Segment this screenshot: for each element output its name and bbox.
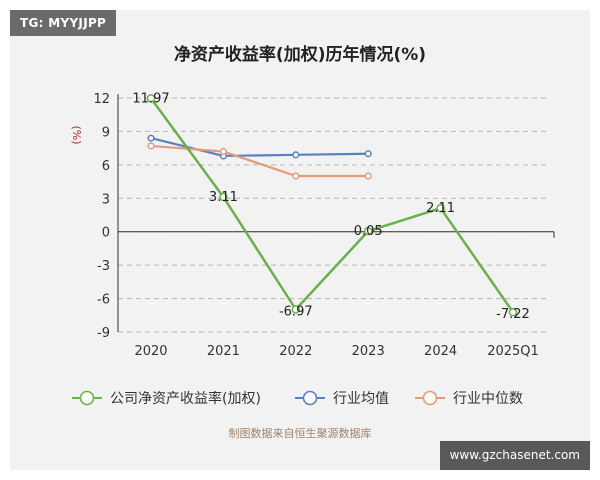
legend-swatch-marker (422, 390, 438, 406)
axes: -9 -6 -3 0 3 6 9 12 2020 2021 2022 2023 2024 2025Q1 (93, 92, 555, 359)
legend-label: 行业中位数 (453, 391, 523, 407)
data-point (436, 203, 445, 213)
legend: 公司净资产收益率(加权) 行业均值 行业中位数 (72, 390, 523, 407)
data-label: 2.11 (426, 201, 455, 216)
x-tick-label: 2025Q1 (487, 344, 539, 359)
y-tick-label: 12 (93, 92, 110, 107)
series-line (149, 97, 515, 313)
y-tick-label: 3 (102, 192, 110, 207)
data-point (146, 94, 156, 103)
x-tick-label: 2022 (279, 344, 312, 359)
y-tick-label: 0 (102, 226, 110, 241)
x-tick-label: 2021 (207, 344, 240, 359)
data-label: -7.22 (496, 307, 530, 322)
y-axis-label-text: (%) (70, 125, 83, 144)
data-point (292, 172, 300, 180)
data-point (363, 226, 373, 236)
y-tick-label: 6 (102, 159, 110, 174)
data-label: 11.97 (132, 91, 169, 106)
series-line (150, 144, 369, 178)
y-tick-label: 9 (102, 125, 110, 140)
tag-badge: TG: MYYJJPP (10, 10, 117, 36)
data-point (364, 172, 372, 180)
legend-label: 行业均值 (333, 391, 389, 407)
data-label: 0.05 (354, 224, 383, 239)
data-point (147, 142, 155, 150)
legend-swatch-marker (302, 390, 318, 406)
data-point (147, 134, 155, 142)
y-tick-label: -6 (97, 293, 110, 308)
data-label: 3.11 (209, 190, 238, 205)
chart-title: 净资产收益率(加权)历年情况(%) (174, 44, 426, 65)
y-axis-label: (%) (70, 125, 83, 144)
data-point (219, 192, 228, 202)
series-lines (146, 94, 518, 317)
data-labels: 11.97 3.11 -6.97 0.05 2.11 -7.22 (132, 91, 529, 322)
data-point (364, 150, 372, 158)
legend-swatch-marker (79, 390, 95, 406)
x-tick-label: 2020 (134, 344, 167, 359)
gridlines (118, 97, 546, 333)
y-tick-label: -9 (97, 326, 110, 341)
x-tick-label: 2024 (424, 344, 457, 359)
chart-card: 净资产收益率(加权)历年情况(%) (%) -9 -6 -3 0 3 6 9 12 2020 20… (10, 10, 590, 470)
data-point (292, 151, 300, 159)
data-point (291, 305, 301, 314)
source-note: 制图数据来自恒生聚源数据库 (229, 426, 372, 440)
line-chart: 净资产收益率(加权)历年情况(%) (%) -9 -6 -3 0 3 6 9 12 2020 20… (70, 44, 555, 440)
watermark: www.gzchasenet.com (439, 441, 590, 470)
y-tick-label: -3 (97, 259, 110, 274)
data-point (219, 147, 227, 156)
data-point (508, 307, 518, 317)
data-label: -6.97 (279, 304, 313, 319)
x-tick-label: 2023 (352, 344, 385, 359)
legend-label: 公司净资产收益率(加权) (110, 390, 261, 407)
